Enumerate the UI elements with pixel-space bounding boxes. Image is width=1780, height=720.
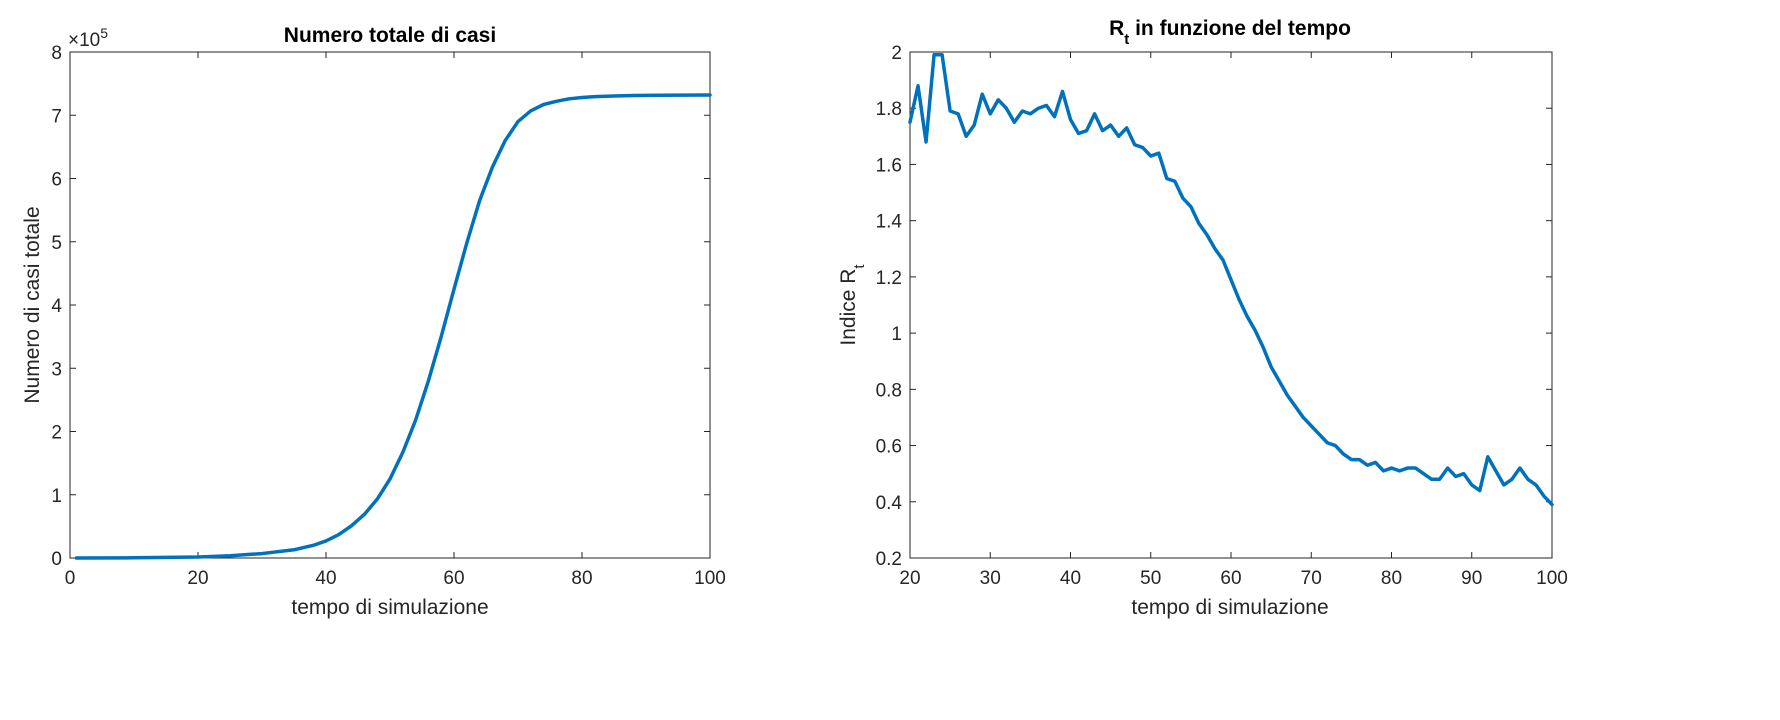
x-tick-label: 60 <box>443 568 464 589</box>
chart-title: Rt in funzione del tempo <box>1109 17 1351 48</box>
x-tick-label: 70 <box>1301 568 1322 589</box>
y-tick-label: 1 <box>51 486 62 507</box>
y-tick-label: 1 <box>891 324 902 345</box>
x-tick-label: 100 <box>694 568 726 589</box>
y-tick-label: 0.8 <box>876 380 902 401</box>
y-tick-label: 5 <box>51 233 62 254</box>
x-axis-label: tempo di simulazione <box>1131 596 1328 619</box>
y-tick-label: 2 <box>891 43 902 64</box>
y-axis-label: Numero di casi totale <box>21 206 44 403</box>
y-tick-label: 1.8 <box>876 99 902 120</box>
x-tick-label: 0 <box>65 568 76 589</box>
x-tick-label: 80 <box>571 568 592 589</box>
x-tick-label: 30 <box>980 568 1001 589</box>
y-tick-label: 6 <box>51 170 62 191</box>
x-tick-label: 90 <box>1461 568 1482 589</box>
y-tick-label: 1.6 <box>876 155 902 176</box>
y-tick-label: 0.6 <box>876 437 902 458</box>
y-tick-label: 8 <box>51 43 62 64</box>
rt-chart: Rt in funzione del tempo Indice Rt tempo… <box>837 17 1568 619</box>
x-tick-label: 40 <box>315 568 336 589</box>
x-tick-label: 40 <box>1060 568 1081 589</box>
x-tick-label: 80 <box>1381 568 1402 589</box>
x-tick-label: 60 <box>1220 568 1241 589</box>
y-tick-label: 0 <box>51 549 62 570</box>
y-tick-label: 3 <box>51 359 62 380</box>
x-tick-label: 20 <box>899 568 920 589</box>
y-tick-label: 1.4 <box>876 212 903 233</box>
total-cases-chart: Numero totale di casi Numero di casi tot… <box>21 24 726 619</box>
x-tick-label: 50 <box>1140 568 1161 589</box>
y-axis-label: Indice Rt <box>837 264 868 346</box>
y-tick-label: 4 <box>51 296 62 317</box>
series-line <box>908 53 1554 507</box>
x-axis-label: tempo di simulazione <box>291 596 488 619</box>
chart-title: Numero totale di casi <box>284 24 496 47</box>
x-tick-label: 100 <box>1536 568 1568 589</box>
y-exponent-label: ×105 <box>68 25 108 51</box>
x-tick-label: 20 <box>187 568 208 589</box>
y-tick-label: 0.4 <box>876 493 903 514</box>
y-tick-label: 2 <box>51 423 62 444</box>
y-tick-label: 7 <box>51 106 62 127</box>
y-tick-label: 1.2 <box>876 268 902 289</box>
series-line <box>74 93 712 560</box>
y-tick-label: 0.2 <box>876 549 902 570</box>
